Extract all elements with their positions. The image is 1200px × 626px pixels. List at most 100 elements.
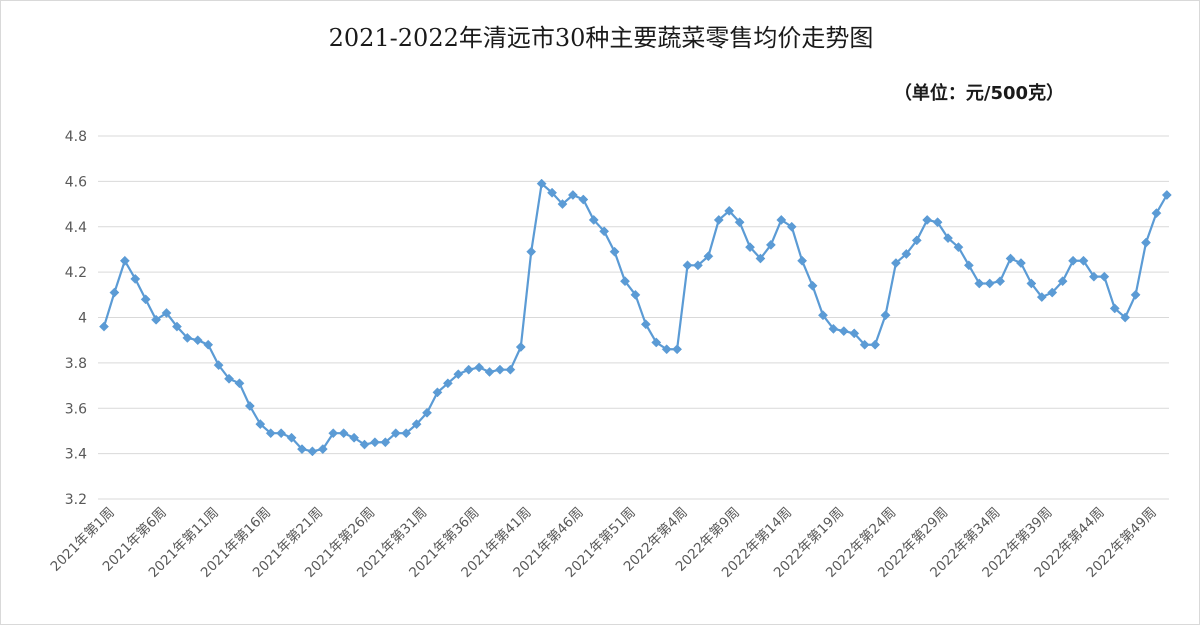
data-point-marker	[1151, 208, 1162, 219]
data-point-marker	[838, 326, 849, 337]
y-tick-label: 4.8	[65, 129, 87, 145]
data-point-marker	[640, 319, 651, 330]
data-point-marker	[890, 258, 901, 269]
data-point-marker	[411, 419, 422, 430]
data-point-marker	[1161, 190, 1172, 200]
gridlines	[98, 135, 1169, 500]
data-point-marker	[171, 321, 182, 332]
data-point-marker	[692, 260, 703, 271]
data-point-marker	[547, 187, 558, 198]
data-point-marker	[630, 289, 641, 300]
data-point-marker	[682, 260, 693, 271]
data-point-marker	[776, 214, 787, 225]
y-tick-label: 3.4	[65, 447, 87, 463]
data-point-marker	[526, 246, 537, 257]
y-tick-label: 3.8	[65, 356, 87, 372]
y-tick-label: 4.6	[65, 174, 87, 190]
data-point-marker	[672, 344, 683, 355]
data-point-marker	[203, 339, 214, 350]
data-point-marker	[859, 339, 870, 350]
chart-title: 2021-2022年清远市30种主要蔬菜零售均价走势图	[329, 24, 874, 52]
data-point-marker	[724, 205, 735, 216]
data-point-marker	[1130, 289, 1141, 300]
data-point-marker	[484, 366, 495, 377]
data-point-marker	[599, 226, 610, 237]
data-point-marker	[1047, 287, 1058, 298]
data-point-marker	[244, 401, 255, 411]
data-point-marker	[1099, 271, 1110, 282]
data-point-marker	[734, 217, 745, 228]
unit-label: （单位：元/500克）	[894, 82, 1064, 104]
data-point-marker	[807, 280, 818, 291]
data-point-marker	[380, 437, 391, 448]
data-point-marker	[849, 328, 860, 339]
data-point-marker	[349, 432, 360, 443]
data-point-marker	[182, 332, 193, 343]
data-point-marker	[1120, 312, 1131, 323]
data-point-marker	[369, 437, 380, 448]
data-point-marker	[317, 444, 328, 455]
data-point-marker	[1036, 292, 1047, 303]
data-point-marker	[1088, 271, 1099, 282]
data-point-marker	[911, 235, 922, 246]
data-point-marker	[1026, 278, 1037, 289]
data-point-marker	[755, 253, 766, 264]
data-point-marker	[432, 387, 443, 398]
data-point-marker	[297, 444, 307, 455]
data-point-marker	[234, 378, 245, 389]
data-point-marker	[1109, 303, 1120, 314]
data-point-marker	[515, 342, 526, 352]
data-point-marker	[328, 428, 339, 439]
data-point-marker	[276, 428, 287, 439]
data-point-marker	[1057, 276, 1068, 287]
data-point-marker	[390, 428, 401, 439]
data-point-marker	[745, 242, 755, 253]
data-point-marker	[213, 360, 224, 371]
data-point-marker	[953, 242, 964, 253]
data-point-marker	[192, 335, 203, 346]
data-point-marker	[505, 364, 516, 375]
data-point-marker	[1005, 253, 1016, 264]
data-point-marker	[588, 214, 599, 225]
data-point-marker	[1078, 255, 1089, 266]
data-point-marker	[495, 364, 505, 375]
data-point-marker	[536, 178, 547, 189]
data-point-marker	[609, 246, 620, 257]
y-tick-label: 4	[78, 311, 87, 327]
data-point-marker	[1016, 258, 1026, 269]
data-point-marker	[140, 294, 151, 305]
data-point-marker	[578, 194, 589, 205]
data-point-marker	[109, 287, 120, 298]
y-tick-label: 4.2	[65, 265, 87, 281]
data-point-marker	[713, 214, 724, 225]
x-axis-ticks: 2021年第1周2021年第6周2021年第11周2021年第16周2021年第…	[47, 504, 1160, 581]
data-point-marker	[620, 276, 630, 287]
data-point-marker	[401, 428, 412, 439]
data-point-marker	[901, 249, 912, 259]
data-point-marker	[119, 255, 130, 266]
data-point-marker	[1068, 255, 1079, 266]
data-point-marker	[567, 190, 578, 200]
y-tick-label: 3.2	[65, 492, 87, 508]
y-tick-label: 3.6	[65, 401, 87, 417]
data-point-marker	[286, 432, 297, 443]
data-point-marker	[224, 373, 234, 384]
data-point-marker	[984, 278, 995, 289]
data-point-marker	[442, 378, 453, 389]
data-point-marker	[130, 273, 141, 284]
series-line	[99, 178, 1172, 457]
data-point-marker	[661, 344, 672, 355]
data-point-marker	[99, 321, 109, 332]
data-point-marker	[453, 369, 464, 380]
data-point-marker	[307, 446, 318, 457]
data-point-marker	[651, 337, 662, 348]
data-point-marker	[765, 239, 776, 250]
data-point-marker	[943, 233, 953, 244]
data-point-marker	[1141, 237, 1151, 248]
data-point-marker	[703, 251, 714, 262]
data-point-marker	[786, 221, 797, 232]
y-tick-label: 4.4	[65, 220, 87, 236]
data-point-marker	[151, 314, 162, 325]
